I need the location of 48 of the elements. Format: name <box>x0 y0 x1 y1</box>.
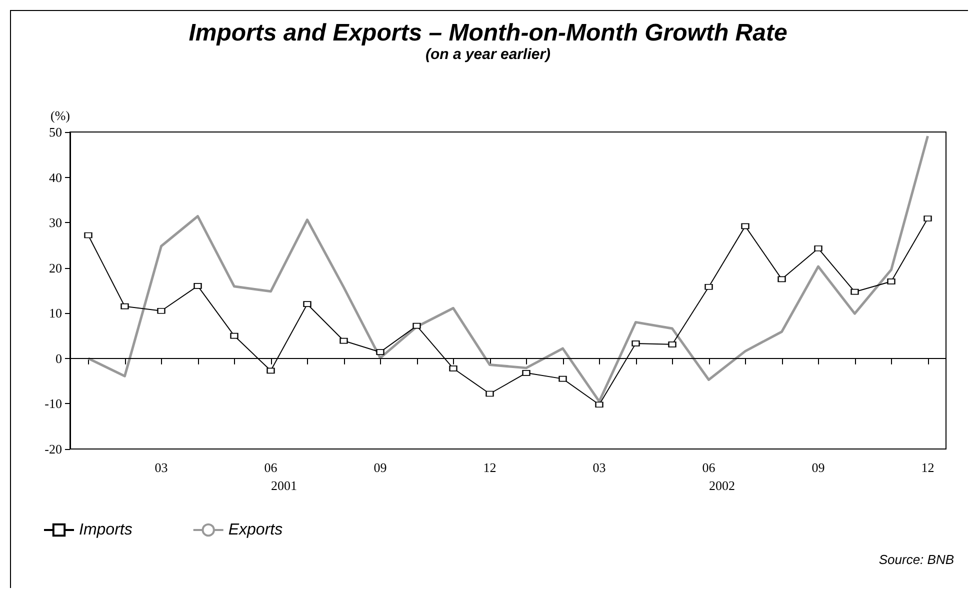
y-tick-label: -20 <box>44 442 62 456</box>
y-tick-label: 20 <box>49 260 62 276</box>
x-tick-label: 12 <box>483 460 496 475</box>
point <box>887 278 896 284</box>
point <box>522 370 530 376</box>
x-tick-label: 12 <box>921 460 934 475</box>
y-tick-label: 50 <box>49 124 62 140</box>
y-tick-label: 10 <box>49 306 62 321</box>
point <box>595 402 604 408</box>
point <box>558 376 567 382</box>
point <box>449 365 458 372</box>
text: 2001 <box>271 478 297 493</box>
point <box>850 288 859 295</box>
x-tick-label: 09 <box>812 460 825 475</box>
point <box>303 301 312 308</box>
y-tick-label: 30 <box>49 215 62 230</box>
text: 2002 <box>709 478 735 493</box>
point <box>120 303 129 310</box>
source-note: Source: BNB <box>878 552 954 567</box>
legend-label: Imports <box>79 522 132 538</box>
point <box>924 215 932 222</box>
point <box>194 282 202 289</box>
x-tick-label: 03 <box>154 460 168 475</box>
point <box>668 341 676 348</box>
point <box>230 332 238 339</box>
y-tick-label: 0 <box>56 350 62 366</box>
chart-subtitle: (on a year earlier) <box>425 46 551 63</box>
point <box>632 340 640 346</box>
x-tick-label: 06 <box>702 460 716 475</box>
point <box>266 368 275 374</box>
x-tick-label: 06 <box>264 460 278 475</box>
x-tick-label: 03 <box>592 460 606 475</box>
y-tick-label: 40 <box>49 170 62 185</box>
x-tick-label: 09 <box>374 460 387 475</box>
point <box>376 349 384 356</box>
point <box>486 390 494 397</box>
y-axis-title: (%) <box>50 108 70 123</box>
point <box>741 223 750 230</box>
point <box>814 245 822 252</box>
chart-title: Imports and Exports – Month-on-Month Growth Rate <box>188 20 788 46</box>
y-tick-label: -10 <box>44 396 62 412</box>
point <box>84 232 92 238</box>
point <box>157 308 166 314</box>
point <box>778 276 786 282</box>
point <box>704 284 713 290</box>
point <box>340 338 348 344</box>
legend-label: Exports <box>228 522 283 538</box>
point <box>412 322 421 329</box>
